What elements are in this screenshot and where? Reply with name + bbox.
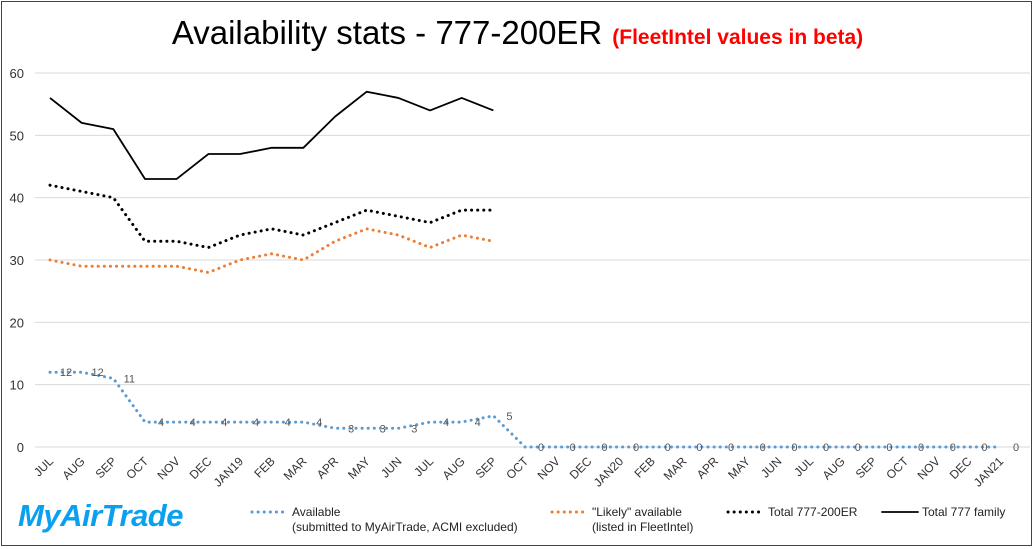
x-tick-label: JAN19 bbox=[211, 454, 247, 490]
data-label: 4 bbox=[253, 417, 259, 429]
data-label: 0 bbox=[1013, 442, 1019, 454]
y-tick-label: 0 bbox=[17, 440, 24, 455]
data-label: 4 bbox=[221, 417, 227, 429]
x-tick-label: JUL bbox=[791, 454, 816, 479]
x-tick-label: SEP bbox=[93, 454, 120, 481]
chart-subtitle: (FleetIntel values in beta) bbox=[612, 26, 864, 49]
legend-label-line2: (submitted to MyAirTrade, ACMI excluded) bbox=[292, 520, 518, 534]
myairtrade-logo: MyAirTrade bbox=[18, 498, 184, 533]
x-tick-label: JAN21 bbox=[971, 454, 1007, 490]
x-tick-label: OCT bbox=[883, 454, 911, 482]
data-label: 3 bbox=[348, 423, 354, 435]
data-label: 4 bbox=[443, 417, 449, 429]
x-tick-label: JAN20 bbox=[591, 454, 627, 490]
data-label: 4 bbox=[316, 417, 322, 429]
x-tick-label: DEC bbox=[567, 454, 595, 482]
x-tick-label: MAR bbox=[281, 454, 310, 483]
y-tick-label: 40 bbox=[10, 191, 24, 206]
y-tick-label: 10 bbox=[10, 378, 24, 393]
x-tick-label: APR bbox=[314, 454, 342, 482]
data-label: 3 bbox=[380, 423, 386, 435]
data-label: 3 bbox=[411, 423, 417, 435]
x-tick-label: NOV bbox=[155, 454, 183, 482]
x-tick-label: MAR bbox=[661, 454, 690, 483]
data-label: 0 bbox=[633, 442, 639, 454]
data-label: 4 bbox=[190, 417, 196, 429]
data-label: 0 bbox=[665, 442, 671, 454]
x-tick-label: MAY bbox=[725, 454, 753, 482]
data-label: 12 bbox=[92, 367, 104, 379]
y-tick-label: 20 bbox=[10, 315, 24, 330]
x-tick-label: JUL bbox=[31, 454, 56, 479]
x-tick-label: NOV bbox=[915, 454, 943, 482]
series-line-2 bbox=[48, 183, 495, 250]
data-label: 12 bbox=[60, 367, 72, 379]
data-label: 4 bbox=[285, 417, 291, 429]
series-line-0 bbox=[48, 370, 1002, 449]
data-label: 5 bbox=[506, 411, 512, 423]
x-tick-label: AUG bbox=[59, 454, 87, 482]
data-label: 0 bbox=[601, 442, 607, 454]
x-tick-label: APR bbox=[694, 454, 722, 482]
data-label: 0 bbox=[728, 442, 734, 454]
data-label: 0 bbox=[886, 442, 892, 454]
x-tick-label: FEB bbox=[631, 454, 657, 480]
legend-label: "Likely" available bbox=[592, 505, 682, 519]
data-label: 4 bbox=[475, 417, 481, 429]
x-tick-label: JUN bbox=[758, 454, 784, 480]
legend-label-line2: (listed in FleetIntel) bbox=[592, 520, 694, 534]
x-tick-label: FEB bbox=[251, 454, 277, 480]
data-label: 0 bbox=[981, 442, 987, 454]
data-label: 0 bbox=[570, 442, 576, 454]
data-label: 0 bbox=[791, 442, 797, 454]
legend-item: Available (submitted to MyAirTrade, ACMI … bbox=[292, 505, 518, 535]
legend-item: Total 777-200ER bbox=[768, 505, 857, 520]
y-tick-label: 50 bbox=[10, 128, 24, 143]
x-tick-label: MAY bbox=[345, 454, 373, 482]
data-label: 0 bbox=[760, 442, 766, 454]
y-tick-label: 60 bbox=[10, 66, 24, 81]
data-label: 0 bbox=[823, 442, 829, 454]
x-tick-label: SEP bbox=[853, 454, 880, 481]
data-label: 0 bbox=[696, 442, 702, 454]
chart-title-block: Availability stats - 777-200ER (FleetInte… bbox=[0, 14, 1035, 52]
x-tick-label: JUN bbox=[378, 454, 404, 480]
x-tick-label: AUG bbox=[820, 454, 848, 482]
data-label: 0 bbox=[918, 442, 924, 454]
x-tick-label: DEC bbox=[947, 454, 975, 482]
x-tick-label: JUL bbox=[411, 454, 436, 479]
data-label: 0 bbox=[538, 442, 544, 454]
chart-title: Availability stats - 777-200ER bbox=[171, 14, 603, 51]
data-label: 4 bbox=[158, 417, 164, 429]
x-tick-label: AUG bbox=[440, 454, 468, 482]
legend-label: Available bbox=[292, 505, 341, 519]
data-label: 0 bbox=[855, 442, 861, 454]
legend-item: "Likely" available (listed in FleetIntel) bbox=[592, 505, 693, 535]
series-line-1 bbox=[48, 227, 495, 274]
legend-label: Total 777-200ER bbox=[768, 505, 858, 519]
data-label: 0 bbox=[950, 442, 956, 454]
x-tick-label: DEC bbox=[187, 454, 215, 482]
x-tick-label: OCT bbox=[123, 454, 151, 482]
legend-item: Total 777 family bbox=[922, 505, 1005, 520]
x-tick-label: OCT bbox=[503, 454, 531, 482]
y-tick-label: 30 bbox=[10, 253, 24, 268]
data-label: 11 bbox=[124, 373, 135, 385]
x-tick-label: NOV bbox=[535, 454, 563, 482]
x-tick-label: SEP bbox=[473, 454, 500, 481]
legend-label: Total 777 family bbox=[922, 505, 1006, 519]
